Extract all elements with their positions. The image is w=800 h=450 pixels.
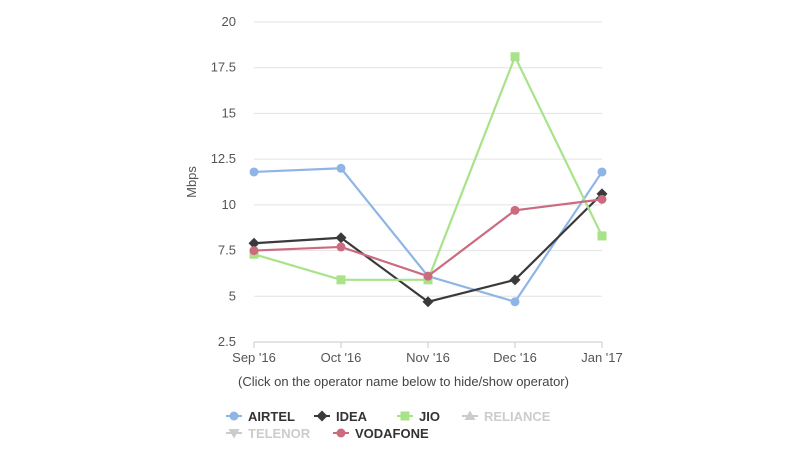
legend-diamond-marker — [316, 410, 328, 422]
idea-point — [248, 237, 260, 249]
legend-label: JIO — [419, 409, 440, 424]
legend-square-marker — [400, 411, 410, 421]
x-tick-label: Jan '17 — [581, 350, 623, 365]
y-axis-ticks: 2.5 5 7.5 10 12.5 15 17.5 20 — [211, 14, 236, 349]
legend-triangle-down-marker — [228, 429, 240, 439]
x-tick-label: Sep '16 — [232, 350, 276, 365]
y-tick-label: 10 — [222, 197, 236, 212]
y-tick-label: 17.5 — [211, 60, 236, 75]
series-airtel — [249, 163, 607, 307]
y-tick-label: 5 — [229, 288, 236, 303]
airtel-point — [249, 167, 259, 177]
y-tick-label: 12.5 — [211, 151, 236, 166]
legend-item-idea[interactable]: IDEA — [314, 409, 368, 424]
legend-circle-marker — [336, 428, 346, 438]
y-tick-label: 2.5 — [218, 334, 236, 349]
legend-item-reliance[interactable]: RELIANCE — [462, 409, 551, 424]
y-tick-label: 15 — [222, 105, 236, 120]
vodafone-point — [597, 194, 607, 204]
legend-item-vodafone[interactable]: VODAFONE — [333, 426, 429, 441]
vodafone-point — [423, 271, 433, 281]
vodafone-line — [253, 198, 603, 278]
jio-point — [336, 275, 346, 285]
legend-instruction-note: (Click on the operator name below to hid… — [238, 374, 569, 389]
legend-triangle-marker — [464, 410, 476, 420]
jio-point — [510, 52, 520, 62]
series-vodafone — [249, 194, 607, 281]
idea-point — [422, 296, 434, 308]
legend-circle-marker — [229, 411, 239, 421]
idea-point — [509, 274, 521, 286]
x-tick-label: Oct '16 — [321, 350, 362, 365]
idea-point — [335, 232, 347, 244]
legend-item-airtel[interactable]: AIRTEL — [226, 409, 295, 424]
legend-item-telenor[interactable]: TELENOR — [226, 426, 311, 441]
series-idea — [248, 188, 608, 308]
legend-label: RELIANCE — [484, 409, 551, 424]
vodafone-point — [510, 205, 520, 215]
y-tick-label: 20 — [222, 14, 236, 29]
airtel-point — [597, 167, 607, 177]
vodafone-point — [336, 242, 346, 252]
legend-label: VODAFONE — [355, 426, 429, 441]
y-axis-title: Mbps — [184, 166, 199, 198]
series-group — [248, 52, 608, 308]
airtel-point — [336, 163, 346, 173]
legend-label: TELENOR — [248, 426, 311, 441]
x-axis-ticks: Sep '16 Oct '16 Nov '16 Dec '16 Jan '17 — [232, 342, 623, 365]
jio-point — [597, 231, 607, 241]
x-tick-label: Nov '16 — [406, 350, 450, 365]
legend-label: IDEA — [336, 409, 368, 424]
grid-lines — [254, 21, 602, 343]
x-tick-label: Dec '16 — [493, 350, 537, 365]
vodafone-point — [249, 246, 259, 256]
legend-label: AIRTEL — [248, 409, 295, 424]
legend-item-jio[interactable]: JIO — [397, 409, 440, 424]
legend: AIRTEL IDEA JIO RELIANCE TELENOR VODAFONE — [226, 409, 551, 441]
airtel-point — [510, 297, 520, 307]
y-tick-label: 7.5 — [218, 243, 236, 258]
